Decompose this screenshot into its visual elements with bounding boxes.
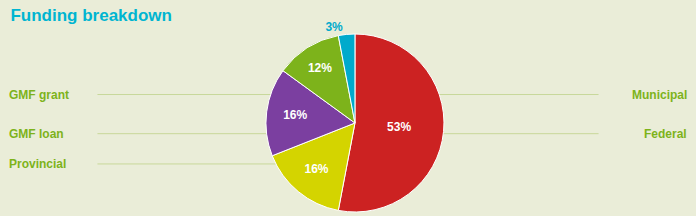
svg-text:Federal: Federal [644,127,687,141]
svg-text:Funding breakdown: Funding breakdown [10,6,172,25]
svg-text:GMF loan: GMF loan [9,127,64,141]
svg-text:12%: 12% [308,61,332,75]
svg-text:16%: 16% [304,162,328,176]
svg-text:3%: 3% [325,20,343,34]
svg-text:Provincial: Provincial [9,157,66,171]
svg-text:GMF grant: GMF grant [9,88,69,102]
svg-text:53%: 53% [387,120,411,134]
svg-text:Municipal: Municipal [632,88,687,102]
svg-text:16%: 16% [283,108,307,122]
